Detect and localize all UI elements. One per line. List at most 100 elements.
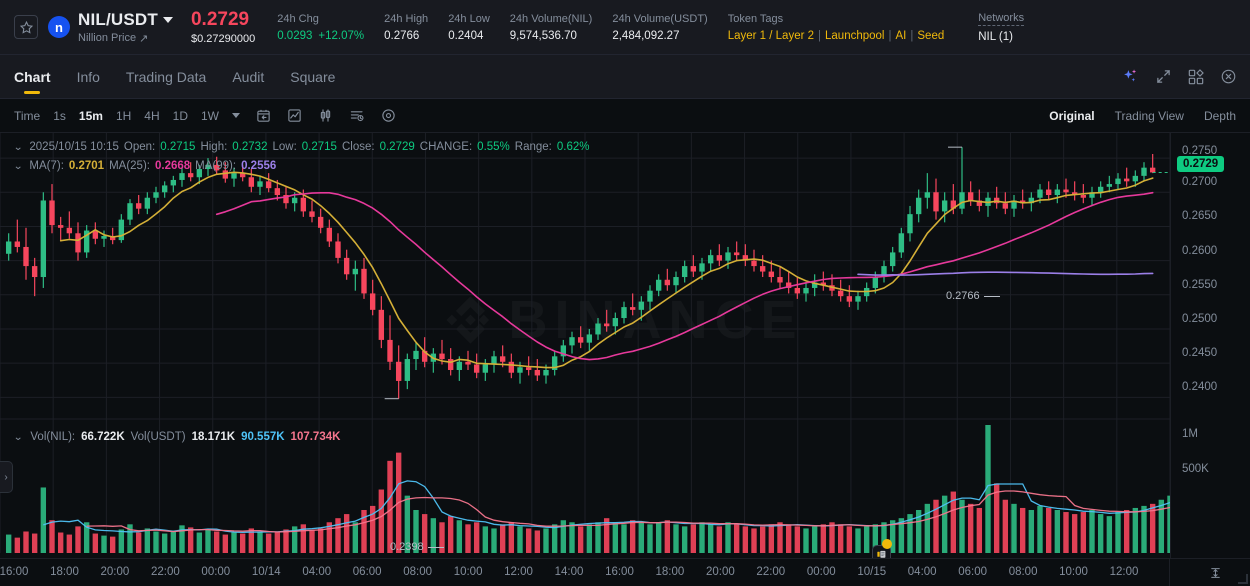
pair-sublabel[interactable]: Nillion Price ↗ [78,32,173,45]
timeframe-1h[interactable]: 1H [115,108,132,123]
ohlc-legend: ⌄ 2025/10/15 10:15 Open: 0.2715 High: 0.… [13,141,589,153]
ticker-header: n NIL/USDT Nillion Price ↗ 0.2729 $0.272… [0,0,1250,55]
annotation-leader-line [427,546,444,548]
token-tag-ai[interactable]: AI [895,29,907,42]
stat-label: 24h High [384,12,429,25]
timeframe-4h[interactable]: 4H [144,108,160,123]
timeframe-1s[interactable]: 1s [53,108,66,123]
left-panel-expand-handle[interactable]: › [0,461,13,493]
view-trading-view[interactable]: Trading View [1114,108,1184,123]
tab-trading-data[interactable]: Trading Data [125,68,207,85]
ma7-label: MA(7): [29,160,64,172]
time-tick: 12:00 [1109,566,1139,578]
axis-divider [1169,559,1170,586]
time-tick: 10/15 [857,566,887,578]
time-tick: 18:00 [50,566,79,578]
stat-label: 24h Volume(USDT) [612,12,708,25]
price-block: 0.2729 $0.27290000 [191,9,255,46]
token-tag-seed[interactable]: Seed [917,29,945,42]
line-chart-type-icon[interactable] [287,108,302,123]
stat-24h-high: 24h High 0.2766 [384,13,428,42]
legend-open-value: 0.2715 [160,141,196,153]
volume-legend-collapse-chevron-icon[interactable]: ⌄ [13,431,24,443]
ai-sparkle-icon[interactable] [1122,68,1139,85]
stat-value: 9,574,536.70 [509,29,577,42]
timeframe-15m[interactable]: 15m [78,108,103,123]
coin-logo-icon: n [48,16,70,38]
last-price-usd: $0.27290000 [190,33,256,46]
token-tag-launchpool[interactable]: Launchpool [825,29,885,42]
candlestick-chart-svg [0,133,1170,553]
networks-value[interactable]: NIL (1) [978,30,1013,43]
time-axis[interactable]: 16:00 18:00 20:00 22:00 00:00 10/14 04:00 06:00… [0,558,1250,586]
ma-legend-collapse-chevron-icon[interactable]: ⌄ [13,160,24,172]
period-high-annotation: 0.2766 [946,290,1000,302]
legend-low-value: 0.2715 [301,141,337,153]
tab-audit[interactable]: Audit [232,68,265,85]
stat-label: 24h Low [448,12,490,25]
candlestick-type-icon[interactable] [318,108,333,123]
ma99-label: MA(99): [195,160,237,172]
external-link-icon: ↗ [139,32,149,45]
stat-value: 0.0293 [277,29,313,42]
tag-separator: | [818,29,822,42]
token-tags-block: Token Tags Layer 1 / Layer 2 | Launchpoo… [728,13,945,42]
stat-label: 24h Chg [277,12,319,25]
calendar-icon[interactable] [256,108,271,123]
pair-dropdown-caret-icon[interactable] [162,16,173,23]
stat-24h-volume-base: 24h Volume(NIL) 9,574,536.70 [510,13,593,42]
timeframe-more-caret-icon[interactable] [231,113,240,118]
tab-square[interactable]: Square [290,68,336,85]
vol-usdt-label: Vol(USDT) [130,431,186,443]
ma25-value: 0.2668 [154,160,191,172]
price-tick: 0.2700 [1182,176,1218,188]
toolbar-time-label: Time [14,108,41,123]
time-tick: 06:00 [958,566,988,578]
view-depth[interactable]: Depth [1203,108,1236,123]
time-tick: 08:00 [403,566,433,578]
legend-collapse-chevron-icon[interactable]: ⌄ [13,141,24,153]
layout-grid-icon[interactable] [1188,68,1204,85]
time-tick: 20:00 [705,566,735,578]
indicators-icon[interactable] [349,108,365,123]
price-tick: 0.2550 [1182,279,1218,291]
time-tick: 00:00 [806,566,836,578]
pair-name[interactable]: NIL/USDT [78,9,158,29]
networks-label: Networks [978,11,1025,26]
period-low-annotation: 0.2398 [390,541,444,553]
ma25-label: MA(25): [109,160,150,172]
timeframe-1w[interactable]: 1W [200,108,219,123]
tab-info[interactable]: Info [76,68,100,85]
token-tag-layer[interactable]: Layer 1 / Layer 2 [727,29,815,42]
settings-target-icon[interactable] [381,108,396,123]
time-tick: 12:00 [504,566,533,578]
legend-close-value: 0.2729 [379,141,415,153]
time-tick: 18:00 [655,566,685,578]
volume-ma-pink-value: 107.734K [290,431,341,443]
chart-stage[interactable]: BINANCE ⌄ 2025/10/15 10:15 Open: 0.2715 … [0,133,1250,558]
axis-resize-icon[interactable] [1209,565,1222,580]
timeframe-1d[interactable]: 1D [172,108,188,123]
view-original[interactable]: Original [1049,108,1095,123]
legend-high-label: High: [200,141,228,153]
price-tick: 0.2650 [1182,210,1218,222]
vol-nil-value: 66.722K [81,431,125,443]
last-price: 0.2729 [190,8,250,30]
scroll-corner [1238,574,1248,584]
stat-24h-chg: 24h Chg 0.0293 +12.07% [277,13,364,42]
price-plot-area[interactable] [0,133,1170,558]
legend-change-label: CHANGE: [419,141,473,153]
favorite-star-icon[interactable] [14,15,38,39]
tab-chart[interactable]: Chart [14,55,51,99]
period-low-value: 0.2398 [390,541,424,553]
ma-legend: ⌄ MA(7): 0.2701 MA(25): 0.2668 MA(99): 0… [13,160,276,172]
price-axis[interactable]: 0.2750 0.2729 0.2700 0.2650 0.2600 0.255… [1170,133,1250,558]
expand-fullscreen-icon[interactable] [1156,69,1171,84]
close-panel-icon[interactable] [1221,69,1236,84]
price-tick: 0.2600 [1182,245,1218,257]
stat-value: 0.2766 [384,29,420,42]
stat-24h-volume-quote: 24h Volume(USDT) 2,484,092.27 [612,13,707,42]
time-tick: 04:00 [302,566,332,578]
stat-value: 0.2404 [448,29,484,42]
